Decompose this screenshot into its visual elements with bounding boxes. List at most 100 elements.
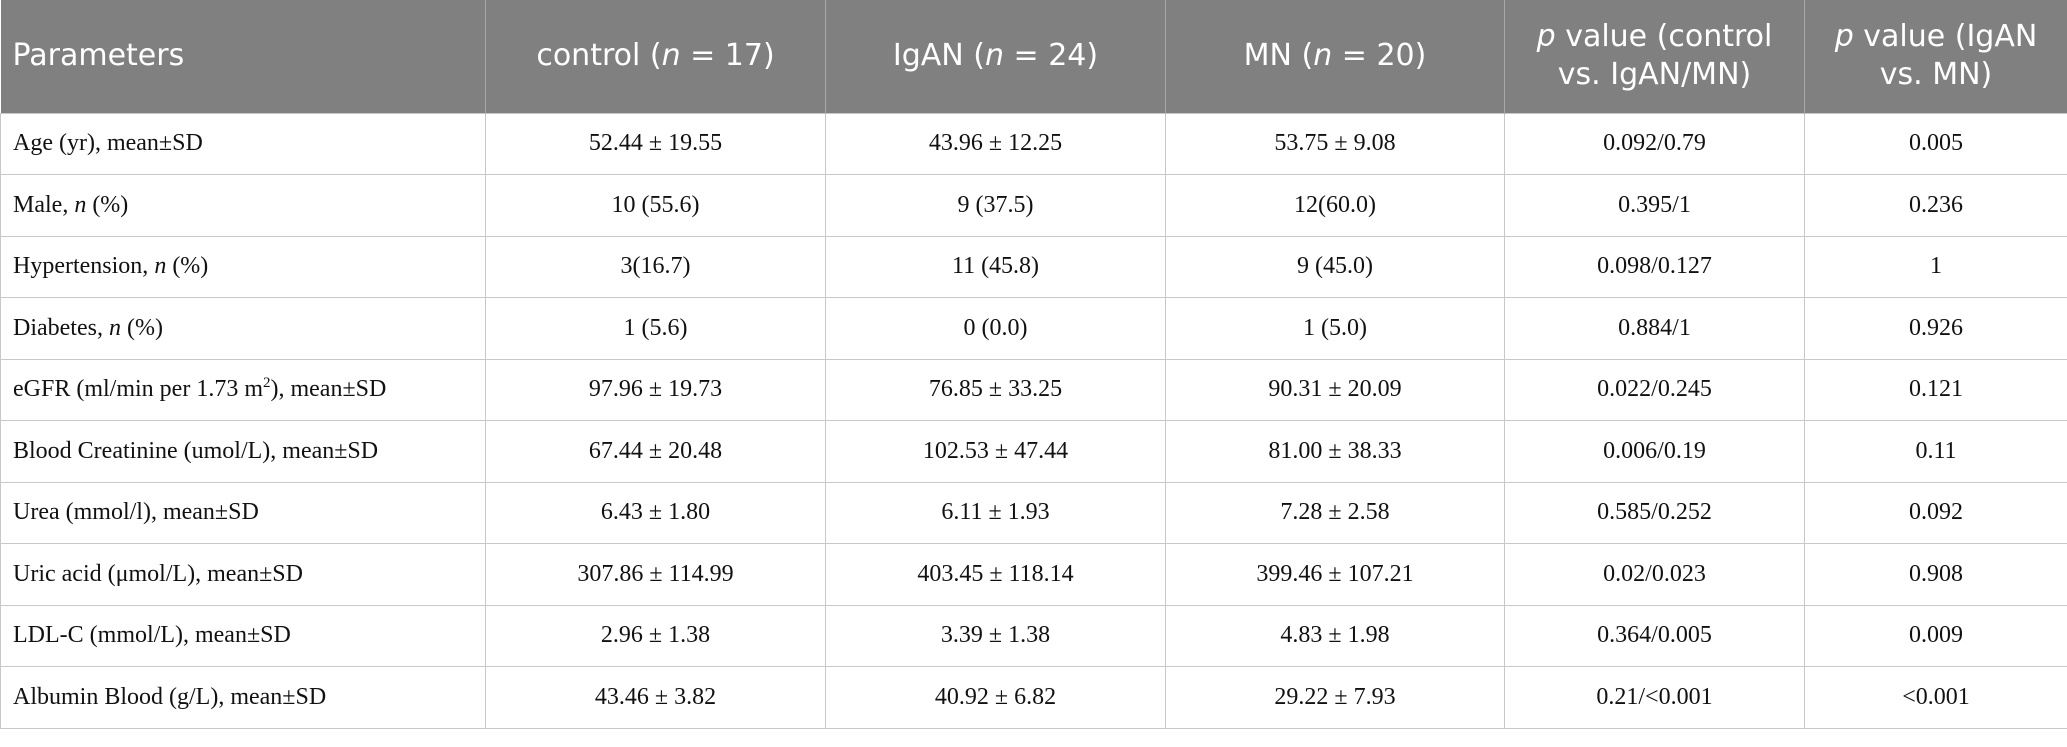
text-segment: Diabetes,	[13, 314, 109, 341]
text-segment: Parameters	[12, 38, 185, 74]
table-row: Uric acid (μmol/L), mean±SD 307.86 ± 114.…	[0, 543, 2067, 606]
table-cell: 1 (5.0)	[1165, 297, 1505, 360]
row-label: Blood Creatinine (umol/L), mean±SD	[0, 420, 486, 483]
row-label: Albumin Blood (g/L), mean±SD	[0, 666, 486, 729]
table-cell: 53.75 ± 9.08	[1165, 112, 1505, 175]
table-cell: 0.11	[1804, 420, 2067, 483]
text-segment: = 17)	[680, 38, 775, 74]
text-segment: n	[154, 253, 167, 280]
table-cell: 81.00 ± 38.33	[1165, 420, 1505, 483]
text-segment: IgAN (	[892, 38, 985, 74]
table-cell: 0.022/0.245	[1504, 358, 1805, 421]
text-segment: p	[1834, 19, 1854, 55]
table-row: Blood Creatinine (umol/L), mean±SD 67.44 …	[0, 420, 2067, 483]
table-cell: 10 (55.6)	[485, 174, 826, 237]
table-cell: 7.28 ± 2.58	[1165, 481, 1505, 544]
table-cell: 0.005	[1804, 112, 2067, 175]
table-cell: 43.96 ± 12.25	[825, 112, 1166, 175]
table-cell: 76.85 ± 33.25	[825, 358, 1166, 421]
table-cell: 1 (5.6)	[485, 297, 826, 360]
table-cell: 0.21/<0.001	[1504, 666, 1805, 729]
table-cell: 0.908	[1804, 543, 2067, 606]
row-label: Hypertension, n (%)	[0, 235, 486, 298]
table-row: Albumin Blood (g/L), mean±SD 43.46 ± 3.82…	[0, 666, 2067, 729]
table-cell: 403.45 ± 118.14	[825, 543, 1166, 606]
table-cell: 11 (45.8)	[825, 235, 1166, 298]
table-cell: 0.009	[1804, 604, 2067, 667]
table-row: Male, n (%) 10 (55.6) 9 (37.5) 12(60.0) 0.39…	[0, 174, 2067, 237]
table-cell: 0.395/1	[1504, 174, 1805, 237]
table-cell: 0 (0.0)	[825, 297, 1166, 360]
table-cell: 29.22 ± 7.93	[1165, 666, 1505, 729]
table-cell: 0.02/0.023	[1504, 543, 1805, 606]
table-cell: 67.44 ± 20.48	[485, 420, 826, 483]
text-segment: control (	[536, 38, 662, 74]
table-cell: 3(16.7)	[485, 235, 826, 298]
text-segment: n	[661, 38, 681, 74]
header-cell: MN (n = 20)	[1165, 0, 1505, 113]
text-segment: n	[985, 38, 1005, 74]
table-row: Urea (mmol/l), mean±SD 6.43 ± 1.80 6.11 ± …	[0, 481, 2067, 544]
row-label: Diabetes, n (%)	[0, 297, 486, 360]
table-cell: 102.53 ± 47.44	[825, 420, 1166, 483]
table-cell: 0.006/0.19	[1504, 420, 1805, 483]
table-cell: 0.236	[1804, 174, 2067, 237]
text-segment: n	[1313, 38, 1333, 74]
table-cell: 399.46 ± 107.21	[1165, 543, 1505, 606]
header-cell: control (n = 17)	[485, 0, 826, 113]
text-segment: p	[1536, 19, 1556, 55]
table-cell: 97.96 ± 19.73	[485, 358, 826, 421]
data-table: Parameters control (n = 17) IgAN (n = 24) M…	[0, 0, 2067, 729]
table-cell: 0.884/1	[1504, 297, 1805, 360]
row-label: Male, n (%)	[0, 174, 486, 237]
table-row: eGFR (ml/min per 1.73 m2), mean±SD 97.96 …	[0, 358, 2067, 421]
row-label: Age (yr), mean±SD	[0, 112, 486, 175]
table-cell: 4.83 ± 1.98	[1165, 604, 1505, 667]
text-segment: ), mean±SD	[270, 376, 387, 403]
text-segment: MN (	[1243, 38, 1314, 74]
header-cell: p value (IgAN vs. MN)	[1804, 0, 2067, 113]
table-row: LDL-C (mmol/L), mean±SD 2.96 ± 1.38 3.39 ±…	[0, 604, 2067, 667]
table-cell: 52.44 ± 19.55	[485, 112, 826, 175]
table-cell: <0.001	[1804, 666, 2067, 729]
table-cell: 1	[1804, 235, 2067, 298]
table-cell: 0.585/0.252	[1504, 481, 1805, 544]
table-cell: 12(60.0)	[1165, 174, 1505, 237]
text-segment: Hypertension,	[13, 253, 155, 280]
text-segment: (%)	[166, 253, 209, 280]
table-cell: 43.46 ± 3.82	[485, 666, 826, 729]
table-cell: 6.11 ± 1.93	[825, 481, 1166, 544]
text-segment: (%)	[120, 314, 163, 341]
table-cell: 6.43 ± 1.80	[485, 481, 826, 544]
text-segment: = 24)	[1004, 38, 1099, 74]
row-label: eGFR (ml/min per 1.73 m2), mean±SD	[0, 358, 486, 421]
table-cell: 0.926	[1804, 297, 2067, 360]
text-segment: Male,	[13, 191, 75, 218]
text-segment: Uric acid (μmol/L), mean±SD	[13, 560, 303, 587]
table-row: Diabetes, n (%) 1 (5.6) 0 (0.0) 1 (5.0) 0.88…	[0, 297, 2067, 360]
table-cell: 9 (45.0)	[1165, 235, 1505, 298]
row-label: LDL-C (mmol/L), mean±SD	[0, 604, 486, 667]
text-segment: eGFR (ml/min per 1.73 m	[13, 376, 263, 403]
table-cell: 0.121	[1804, 358, 2067, 421]
text-segment: n	[74, 191, 87, 218]
row-label: Uric acid (μmol/L), mean±SD	[0, 543, 486, 606]
table-cell: 0.098/0.127	[1504, 235, 1805, 298]
table-cell: 0.092/0.79	[1504, 112, 1805, 175]
table-cell: 40.92 ± 6.82	[825, 666, 1166, 729]
table-cell: 90.31 ± 20.09	[1165, 358, 1505, 421]
text-segment: 2	[262, 375, 271, 392]
header-cell: Parameters	[0, 0, 486, 113]
text-segment: = 20)	[1332, 38, 1427, 74]
text-segment: n	[108, 314, 121, 341]
table-row: Age (yr), mean±SD 52.44 ± 19.55 43.96 ± 12…	[0, 112, 2067, 175]
text-segment: Urea (mmol/l), mean±SD	[13, 499, 259, 526]
table-row: Hypertension, n (%) 3(16.7) 11 (45.8) 9 (45…	[0, 235, 2067, 298]
text-segment: Blood Creatinine (umol/L), mean±SD	[13, 437, 379, 464]
table-cell: 3.39 ± 1.38	[825, 604, 1166, 667]
text-segment: LDL-C (mmol/L), mean±SD	[13, 622, 291, 649]
header-cell: IgAN (n = 24)	[825, 0, 1166, 113]
text-segment: (%)	[86, 191, 129, 218]
row-label: Urea (mmol/l), mean±SD	[0, 481, 486, 544]
